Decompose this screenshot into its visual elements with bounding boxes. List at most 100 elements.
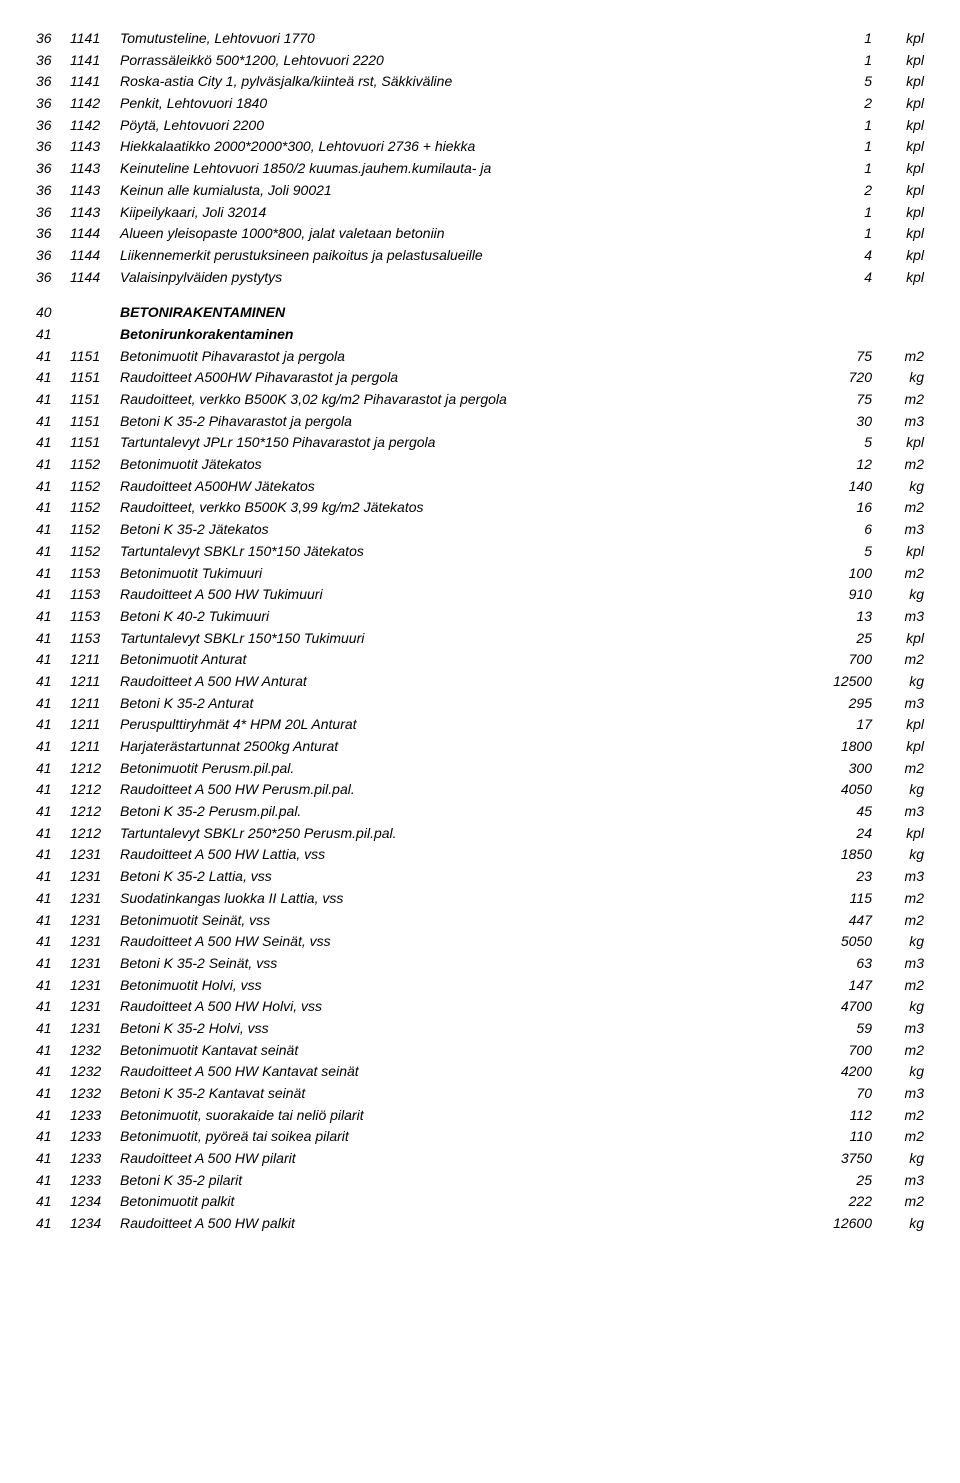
code-item: 1231 [70,910,120,932]
code-item: 1152 [70,454,120,476]
code-category: 41 [36,541,70,563]
line-item-row: 361143Kiipeilykaari, Joli 320141kpl [36,202,924,224]
line-item-row: 411152Betoni K 35-2 Jätekatos6m3 [36,519,924,541]
unit: m2 [872,1105,924,1127]
code-item: 1144 [70,267,120,289]
quantity: 100 [802,563,872,585]
unit: m2 [872,563,924,585]
description: Betoni K 35-2 Kantavat seinät [120,1083,802,1105]
line-item-row: 411231Raudoitteet A 500 HW Seinät, vss50… [36,931,924,953]
description: Valaisinpylväiden pystytys [120,267,802,289]
code-item: 1211 [70,671,120,693]
line-item-row: 361144Liikennemerkit perustuksineen paik… [36,245,924,267]
code-item: 1211 [70,736,120,758]
code-category: 36 [36,115,70,137]
code-item: 1153 [70,563,120,585]
quantity: 1 [802,136,872,158]
code-item: 1233 [70,1126,120,1148]
description: Betonimuotit Kantavat seinät [120,1040,802,1062]
description: Raudoitteet A 500 HW pilarit [120,1148,802,1170]
line-item-row: 411151Tartuntalevyt JPLr 150*150 Pihavar… [36,432,924,454]
unit: kpl [872,115,924,137]
unit: kg [872,476,924,498]
section-heading-row: 41Betonirunkorakentaminen [36,324,924,346]
line-item-row: 361143Hiekkalaatikko 2000*2000*300, Leht… [36,136,924,158]
quantity: 1 [802,202,872,224]
unit: kg [872,844,924,866]
code-category: 41 [36,411,70,433]
code-category: 41 [36,389,70,411]
code-item: 1143 [70,158,120,180]
code-category: 36 [36,245,70,267]
line-item-row: 411151Raudoitteet, verkko B500K 3,02 kg/… [36,389,924,411]
description: Betoni K 35-2 Holvi, vss [120,1018,802,1040]
description: Betonimuotit Pihavarastot ja pergola [120,346,802,368]
code-category: 41 [36,779,70,801]
code-item: 1144 [70,223,120,245]
line-item-row: 411231Raudoitteet A 500 HW Holvi, vss470… [36,996,924,1018]
code-item: 1144 [70,245,120,267]
description: Betoni K 40-2 Tukimuuri [120,606,802,628]
unit: kpl [872,628,924,650]
code-category: 41 [36,497,70,519]
code-item: 1151 [70,432,120,454]
line-item-row: 411231Betoni K 35-2 Holvi, vss59m3 [36,1018,924,1040]
description: Raudoitteet A 500 HW palkit [120,1213,802,1235]
line-item-row: 411231Betonimuotit Holvi, vss147m2 [36,975,924,997]
line-item-row: 411152Tartuntalevyt SBKLr 150*150 Jäteka… [36,541,924,563]
code-item: 1153 [70,584,120,606]
description: Raudoitteet A 500 HW Lattia, vss [120,844,802,866]
code-category: 41 [36,432,70,454]
code-category: 36 [36,180,70,202]
description: Raudoitteet A 500 HW Seinät, vss [120,931,802,953]
unit: kg [872,1213,924,1235]
code-item: 1233 [70,1170,120,1192]
description: Raudoitteet A 500 HW Anturat [120,671,802,693]
code-category: 41 [36,866,70,888]
line-item-row: 411212Betonimuotit Perusm.pil.pal.300m2 [36,758,924,780]
unit: kpl [872,432,924,454]
unit: m2 [872,888,924,910]
description: Betoni K 35-2 Jätekatos [120,519,802,541]
line-item-row: 411153Betonimuotit Tukimuuri100m2 [36,563,924,585]
code-item: 1231 [70,953,120,975]
unit: kpl [872,28,924,50]
section-heading-row: 40BETONIRAKENTAMINEN [36,302,924,324]
line-item-row: 361143Keinuteline Lehtovuori 1850/2 kuum… [36,158,924,180]
description: Keinuteline Lehtovuori 1850/2 kuumas.jau… [120,158,802,180]
code-item: 1231 [70,931,120,953]
code-category: 41 [36,975,70,997]
code-item: 1212 [70,758,120,780]
unit: kg [872,671,924,693]
quantity: 16 [802,497,872,519]
line-item-row: 411212Betoni K 35-2 Perusm.pil.pal.45m3 [36,801,924,823]
unit: m2 [872,649,924,671]
quantity: 59 [802,1018,872,1040]
quantity: 110 [802,1126,872,1148]
quantity: 2 [802,93,872,115]
code-item: 1141 [70,28,120,50]
line-item-row: 361141Tomutusteline, Lehtovuori 17701kpl [36,28,924,50]
quantity: 17 [802,714,872,736]
quantity: 1 [802,223,872,245]
code-category: 41 [36,693,70,715]
quantity: 70 [802,1083,872,1105]
description: Raudoitteet A500HW Jätekatos [120,476,802,498]
document-body: 361141Tomutusteline, Lehtovuori 17701kpl… [36,28,924,1235]
code-category: 41 [36,584,70,606]
code-category: 41 [36,519,70,541]
code-category: 41 [36,910,70,932]
description: Betoni K 35-2 Seinät, vss [120,953,802,975]
code-category: 41 [36,1213,70,1235]
unit: kpl [872,158,924,180]
code-category: 41 [36,454,70,476]
quantity: 4200 [802,1061,872,1083]
unit: m2 [872,1040,924,1062]
description: Alueen yleisopaste 1000*800, jalat valet… [120,223,802,245]
unit: m3 [872,1170,924,1192]
code-item: 1151 [70,389,120,411]
unit: m3 [872,1018,924,1040]
code-item: 1143 [70,180,120,202]
unit: kg [872,584,924,606]
code-item: 1152 [70,541,120,563]
